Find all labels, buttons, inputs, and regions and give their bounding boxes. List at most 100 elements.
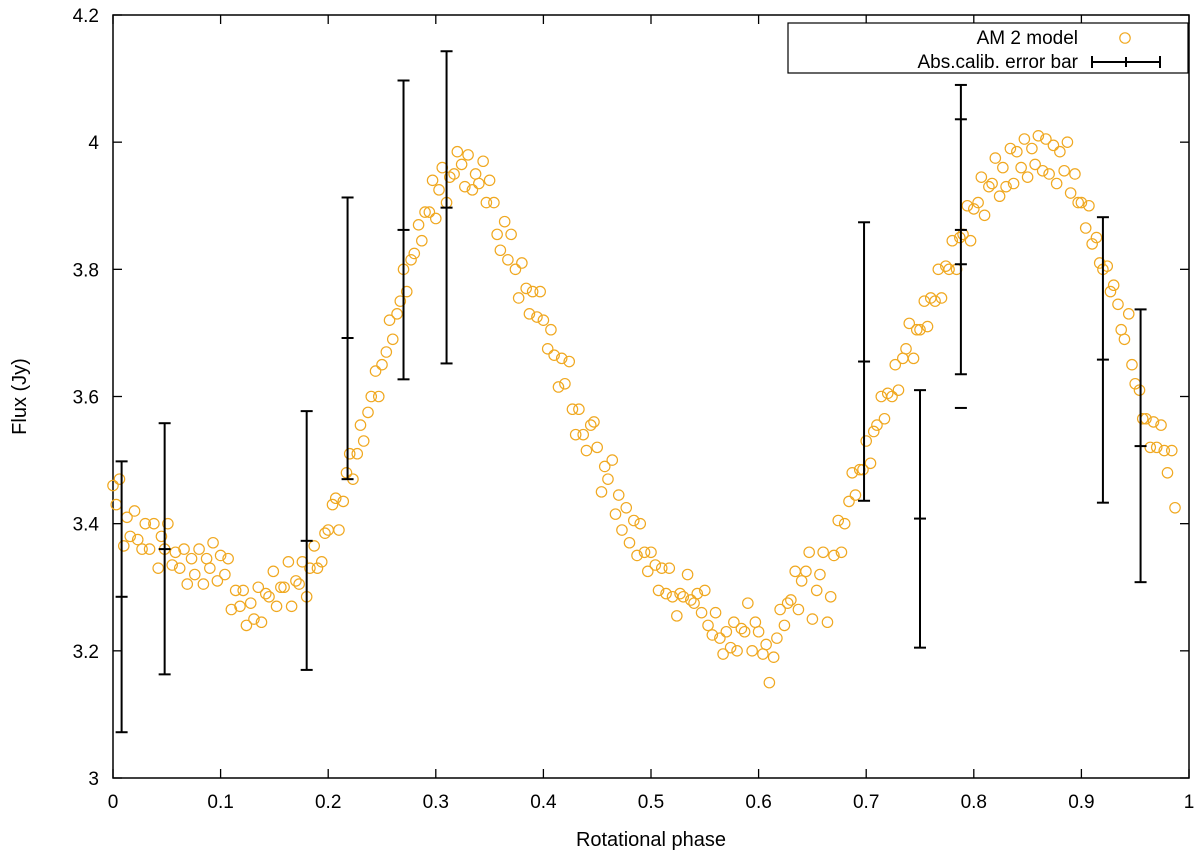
- model-point: [1144, 441, 1157, 454]
- model-point: [846, 466, 859, 479]
- model-point: [372, 390, 385, 403]
- model-point: [1018, 133, 1031, 145]
- model-point: [248, 613, 260, 625]
- x-tick-label: 0.4: [530, 792, 557, 813]
- model-point: [197, 578, 210, 590]
- model-point: [803, 546, 815, 559]
- model-point: [412, 219, 425, 231]
- model-point: [929, 295, 941, 307]
- model-point: [742, 597, 754, 609]
- model-point: [188, 568, 201, 581]
- model-point: [380, 346, 393, 358]
- model-point: [800, 565, 812, 578]
- model-point: [634, 517, 647, 530]
- model-point: [520, 282, 532, 295]
- model-point: [838, 517, 851, 530]
- model-point: [124, 530, 137, 543]
- model-point: [523, 308, 536, 320]
- model-point: [459, 180, 471, 193]
- model-point: [329, 492, 342, 505]
- model-point: [671, 610, 683, 622]
- model-point: [462, 149, 474, 161]
- model-point: [591, 441, 603, 454]
- model-point: [351, 447, 364, 460]
- model-point: [537, 314, 550, 326]
- model-point: [308, 540, 321, 552]
- model-point: [282, 556, 295, 568]
- model-point: [824, 590, 837, 603]
- model-point: [365, 390, 378, 403]
- model-point: [843, 495, 855, 508]
- model-point: [1147, 416, 1160, 428]
- model-point: [275, 581, 287, 594]
- model-point: [738, 625, 751, 638]
- model-point: [394, 295, 407, 307]
- model-point: [967, 203, 980, 215]
- model-point: [660, 587, 672, 600]
- model-point: [886, 390, 898, 403]
- model-point: [896, 352, 909, 365]
- x-tick-label: 0.1: [207, 792, 233, 813]
- model-point: [229, 584, 242, 597]
- model-point: [857, 463, 869, 476]
- model-point: [152, 562, 164, 574]
- model-point: [343, 447, 356, 460]
- x-axis-title: Rotational phase: [576, 829, 726, 851]
- model-point: [606, 454, 619, 466]
- model-point: [252, 581, 265, 594]
- model-point: [940, 260, 952, 272]
- model-point: [419, 206, 431, 218]
- model-point: [638, 546, 651, 559]
- x-tick-label: 0.3: [423, 792, 449, 813]
- model-point: [433, 184, 445, 196]
- model-point: [1155, 419, 1167, 431]
- y-tick-label: 3.6: [73, 388, 99, 409]
- model-point: [563, 355, 576, 368]
- model-point: [1040, 133, 1052, 145]
- model-point: [466, 184, 479, 196]
- model-point: [598, 460, 611, 473]
- model-point: [943, 263, 955, 276]
- model-point: [921, 320, 934, 333]
- model-point: [914, 323, 926, 336]
- model-point: [691, 587, 704, 600]
- model-point: [685, 594, 697, 606]
- model-point: [139, 517, 152, 530]
- model-point: [681, 568, 694, 581]
- model-point: [1072, 196, 1084, 209]
- model-point: [285, 600, 298, 613]
- model-point: [545, 323, 557, 336]
- model-point: [907, 352, 920, 365]
- model-point: [835, 546, 848, 559]
- model-point: [792, 603, 805, 616]
- model-point: [526, 285, 539, 298]
- model-point: [849, 489, 862, 501]
- model-point: [1015, 161, 1027, 174]
- model-point: [1118, 333, 1131, 346]
- model-point: [200, 552, 213, 565]
- model-point: [983, 180, 995, 193]
- model-point: [319, 527, 331, 540]
- model-point: [333, 524, 345, 536]
- model-point: [263, 590, 275, 603]
- model-point: [148, 517, 160, 530]
- model-point: [702, 619, 714, 632]
- model-point: [961, 199, 974, 212]
- model-point: [143, 543, 156, 555]
- model-point: [892, 384, 905, 396]
- model-point: [173, 562, 186, 574]
- y-axis-ticks: 3 3.2 3.4 3.6 3.8 4 4.2: [73, 6, 1189, 790]
- model-point: [405, 253, 417, 266]
- model-point: [616, 524, 628, 536]
- model-point: [655, 562, 668, 574]
- model-point: [244, 597, 257, 609]
- model-point: [954, 231, 966, 244]
- model-point: [207, 536, 219, 549]
- model-point: [477, 155, 489, 168]
- model-point: [502, 253, 514, 266]
- model-point: [240, 619, 253, 632]
- model-point: [627, 514, 640, 527]
- model-point: [878, 412, 891, 425]
- model-point: [1004, 142, 1017, 155]
- legend-markers: [1091, 32, 1161, 68]
